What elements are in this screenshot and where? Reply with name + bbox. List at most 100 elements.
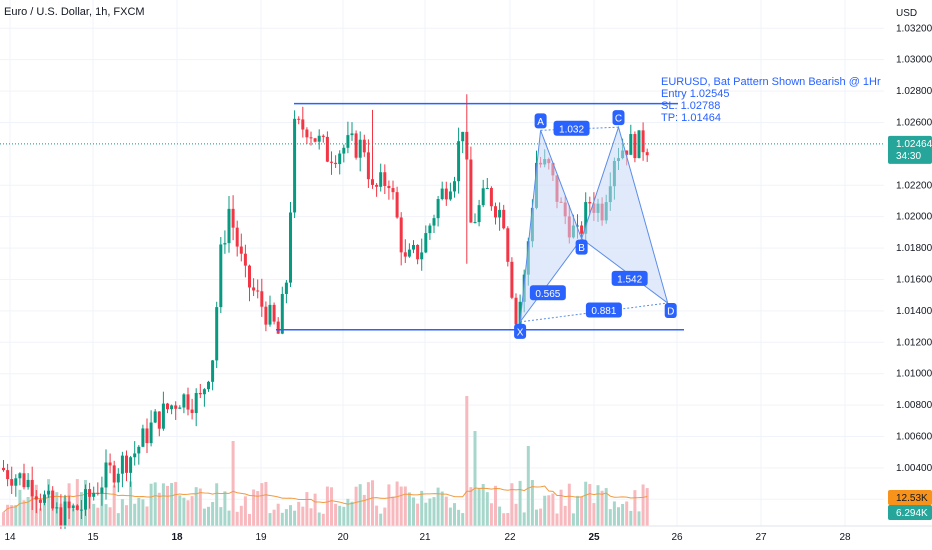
candle[interactable] bbox=[84, 484, 87, 516]
pattern-ratio-bd[interactable]: 1.542 bbox=[611, 270, 648, 286]
candle[interactable] bbox=[309, 131, 313, 146]
pattern-annotation[interactable]: EURUSD, Bat Pattern Shown Bearish @ 1Hr … bbox=[661, 76, 881, 124]
candle[interactable] bbox=[506, 226, 510, 267]
candle[interactable] bbox=[178, 405, 182, 409]
candle[interactable] bbox=[399, 212, 403, 266]
candle[interactable] bbox=[420, 238, 424, 271]
candle[interactable] bbox=[235, 220, 239, 257]
candle[interactable] bbox=[338, 150, 342, 175]
candle[interactable] bbox=[243, 244, 247, 278]
candle[interactable] bbox=[633, 131, 637, 163]
candle[interactable] bbox=[260, 278, 264, 317]
candle[interactable] bbox=[198, 383, 202, 399]
candle[interactable] bbox=[116, 468, 120, 493]
price-axis[interactable]: USD 1.03200 1.03000 1.02800 1.02600 1.02200 1.… bbox=[888, 8, 932, 520]
candle[interactable] bbox=[6, 463, 10, 487]
candle[interactable] bbox=[629, 124, 633, 155]
support-resistance-lines[interactable] bbox=[0, 102, 884, 331]
pattern-point-c[interactable]: C bbox=[612, 110, 625, 126]
candle[interactable] bbox=[71, 503, 75, 512]
candle[interactable] bbox=[26, 473, 30, 490]
candle[interactable] bbox=[473, 213, 477, 224]
candle[interactable] bbox=[75, 504, 79, 511]
candle[interactable] bbox=[43, 490, 46, 506]
pattern-point-b[interactable]: B bbox=[575, 239, 588, 255]
candle[interactable] bbox=[362, 134, 366, 157]
pattern-ratio-ac[interactable]: 1.032 bbox=[553, 120, 590, 136]
candle[interactable] bbox=[453, 176, 456, 198]
candle[interactable] bbox=[334, 155, 338, 168]
candle[interactable] bbox=[330, 151, 333, 175]
candle[interactable] bbox=[194, 388, 198, 427]
candle[interactable] bbox=[457, 127, 461, 194]
candle[interactable] bbox=[248, 264, 251, 302]
pattern-point-x[interactable]: X bbox=[514, 323, 527, 339]
candle[interactable] bbox=[641, 122, 645, 161]
candle[interactable] bbox=[485, 178, 489, 189]
candle[interactable] bbox=[2, 459, 5, 472]
candle[interactable] bbox=[477, 199, 481, 227]
candle[interactable] bbox=[14, 474, 18, 497]
candle[interactable] bbox=[264, 301, 268, 332]
candle[interactable] bbox=[580, 221, 584, 240]
candle[interactable] bbox=[313, 137, 317, 143]
candle[interactable] bbox=[645, 148, 649, 162]
candle[interactable] bbox=[346, 121, 350, 154]
candle[interactable] bbox=[440, 181, 444, 201]
candle[interactable] bbox=[510, 257, 514, 300]
candle[interactable] bbox=[412, 240, 415, 254]
candle[interactable] bbox=[379, 163, 383, 192]
candle[interactable] bbox=[10, 466, 14, 495]
candle[interactable] bbox=[391, 180, 395, 200]
candle[interactable] bbox=[59, 494, 63, 529]
candle[interactable] bbox=[428, 223, 432, 240]
pattern-ratio-xb[interactable]: 0.565 bbox=[529, 285, 566, 301]
candle[interactable] bbox=[481, 179, 485, 208]
candle[interactable] bbox=[22, 463, 26, 490]
candle[interactable] bbox=[375, 183, 379, 197]
candle[interactable] bbox=[489, 186, 493, 211]
candle[interactable] bbox=[354, 130, 358, 160]
candle[interactable] bbox=[498, 202, 502, 231]
candle[interactable] bbox=[305, 127, 309, 145]
candle[interactable] bbox=[18, 472, 22, 486]
candle[interactable] bbox=[317, 129, 321, 150]
candle[interactable] bbox=[383, 164, 387, 195]
candle[interactable] bbox=[358, 131, 362, 172]
candle[interactable] bbox=[157, 411, 161, 437]
bat-pattern[interactable]: X A B C D 1.032 0.565 1.542 0.881 bbox=[514, 110, 677, 339]
candle[interactable] bbox=[403, 239, 407, 263]
candle[interactable] bbox=[588, 196, 592, 215]
candle[interactable] bbox=[469, 146, 473, 223]
candle[interactable] bbox=[252, 278, 256, 297]
pattern-xab-triangle[interactable] bbox=[519, 130, 583, 324]
candle[interactable] bbox=[289, 201, 292, 287]
candle[interactable] bbox=[88, 482, 92, 509]
candle[interactable] bbox=[231, 195, 235, 241]
candle[interactable] bbox=[387, 180, 391, 200]
candle[interactable] bbox=[424, 225, 428, 254]
candle[interactable] bbox=[325, 131, 329, 163]
candle[interactable] bbox=[227, 196, 231, 253]
candle[interactable] bbox=[461, 131, 465, 154]
candle[interactable] bbox=[166, 402, 169, 414]
candle[interactable] bbox=[350, 122, 354, 141]
candle[interactable] bbox=[284, 280, 288, 304]
candle[interactable] bbox=[133, 441, 137, 466]
candle[interactable] bbox=[55, 502, 59, 514]
candle[interactable] bbox=[207, 380, 210, 392]
candle[interactable] bbox=[321, 134, 325, 143]
candle[interactable] bbox=[465, 94, 469, 264]
candle[interactable] bbox=[371, 109, 374, 189]
candle[interactable] bbox=[293, 110, 297, 219]
candle[interactable] bbox=[170, 404, 174, 415]
candle[interactable] bbox=[342, 144, 346, 163]
candle[interactable] bbox=[432, 214, 436, 233]
candle[interactable] bbox=[272, 302, 276, 325]
candle[interactable] bbox=[436, 195, 440, 227]
symbol-title[interactable]: Euro / U.S. Dollar, 1h, FXCM bbox=[4, 6, 145, 18]
candle[interactable] bbox=[112, 460, 116, 488]
candle[interactable] bbox=[51, 486, 55, 511]
